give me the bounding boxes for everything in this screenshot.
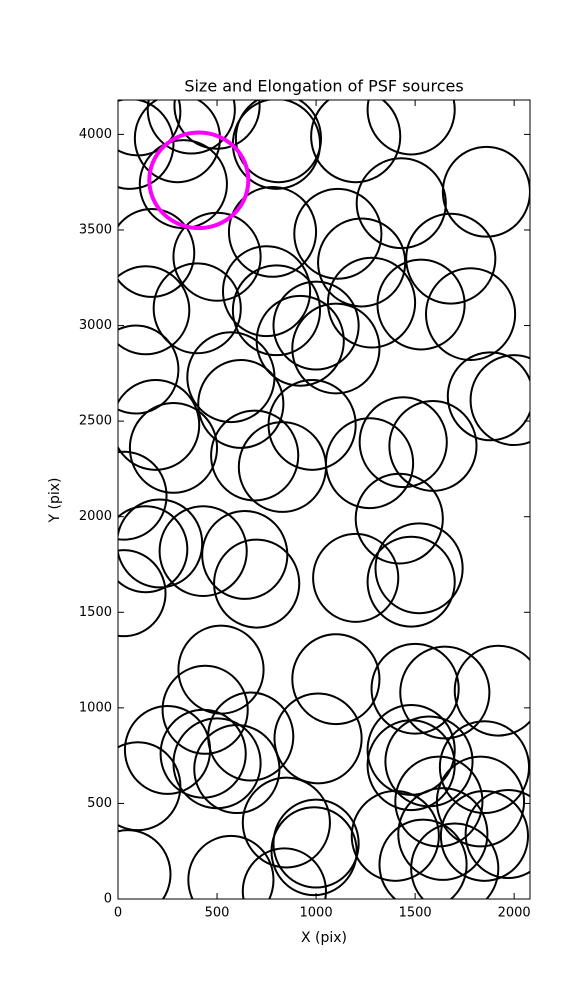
psf-ellipse — [446, 351, 530, 442]
psf-ellipse — [201, 509, 289, 600]
psf-ellipse — [435, 755, 526, 848]
psf-ellipse — [152, 262, 242, 355]
psf-ellipse — [118, 265, 191, 356]
psf-ellipse — [158, 505, 248, 598]
y-tick-label: 2000 — [79, 509, 112, 524]
psf-ellipse — [366, 100, 456, 156]
psf-ellipse — [187, 834, 275, 899]
psf-ellipse — [118, 450, 168, 541]
psf-ellipse — [234, 100, 323, 184]
psf-ellipse — [241, 847, 327, 899]
x-tick-label: 1000 — [300, 906, 333, 921]
psf-ellipse — [399, 645, 491, 740]
psf-ellipse — [397, 787, 489, 881]
psf-ellipse — [227, 185, 318, 278]
psf-ellipse — [213, 538, 301, 629]
psf-ellipse — [272, 280, 360, 371]
psf-ellipse — [161, 664, 249, 755]
y-tick-label: 3000 — [79, 318, 112, 333]
psf-ellipse — [273, 692, 363, 785]
psf-ellipse — [370, 642, 460, 735]
x-tick-label: 1500 — [399, 906, 432, 921]
psf-ellipse — [118, 207, 196, 298]
psf-ellipse — [291, 633, 381, 726]
psf-ellipse — [312, 532, 400, 623]
psf-ellipse — [193, 724, 281, 814]
psf-ellipse — [326, 256, 417, 349]
psf-ellipse — [123, 704, 212, 795]
psf-ellipse — [118, 379, 201, 471]
psf-ellipse — [438, 720, 530, 814]
psf-ellipse — [128, 401, 219, 494]
psf-ellipse — [394, 755, 484, 848]
psf-ellipse — [241, 776, 331, 869]
psf-ellipse — [231, 264, 322, 357]
x-axis-label: X (pix) — [301, 930, 347, 946]
y-tick-label: 1000 — [79, 700, 112, 715]
psf-ellipse — [310, 100, 402, 184]
psf-ellipse — [469, 354, 530, 447]
y-tick-label: 3500 — [79, 222, 112, 237]
psf-ellipse — [173, 100, 261, 150]
y-tick-label: 0 — [104, 892, 112, 907]
psf-ellipse — [118, 498, 204, 589]
psf-ellipse — [354, 472, 444, 565]
psf-ellipse — [118, 324, 180, 415]
psf-ellipse — [291, 302, 381, 395]
psf-ellipse — [237, 421, 327, 513]
psf-ellipse — [355, 157, 447, 250]
psf-ellipse — [159, 708, 247, 799]
psf-ellipse — [453, 644, 530, 737]
psf-ellipse — [378, 818, 468, 899]
psf-ellipse — [405, 212, 497, 305]
psf-ellipse — [197, 358, 285, 449]
psf-ellipse — [293, 187, 383, 280]
y-tick-label: 4000 — [79, 127, 112, 142]
psf-ellipse — [358, 396, 448, 489]
psf-ellipse — [118, 829, 172, 899]
psf-ellipse — [146, 100, 236, 155]
psf-ellipse — [376, 258, 466, 351]
psf-ellipse — [374, 522, 464, 615]
psf-ellipse — [464, 789, 530, 879]
psf-ellipse — [172, 211, 262, 302]
chart-title: Size and Elongation of PSF sources — [184, 77, 463, 96]
y-tick-label: 500 — [87, 796, 112, 811]
y-tick-label: 1500 — [79, 605, 112, 620]
psf-ellipse — [439, 790, 530, 882]
psf-ellipse — [118, 741, 182, 832]
x-tick-label: 0 — [114, 906, 122, 921]
plot-area — [118, 100, 530, 899]
x-tick-label: 2000 — [498, 906, 531, 921]
highlight-ellipse — [147, 130, 251, 231]
psf-ellipse — [272, 798, 360, 889]
psf-ellipse — [221, 245, 312, 338]
psf-ellipse — [118, 549, 167, 638]
psf-ellipse — [350, 790, 440, 882]
y-axis-label: Y (pix) — [47, 478, 63, 524]
psf-ellipse — [425, 267, 517, 361]
psf-ellipse — [118, 505, 189, 594]
psf-ellipse — [366, 535, 456, 628]
x-tick-label: 500 — [205, 906, 230, 921]
y-tick-label: 2500 — [79, 414, 112, 429]
psf-ellipse — [410, 822, 500, 899]
psf-ellipse — [118, 100, 175, 190]
plot-frame — [117, 99, 531, 900]
